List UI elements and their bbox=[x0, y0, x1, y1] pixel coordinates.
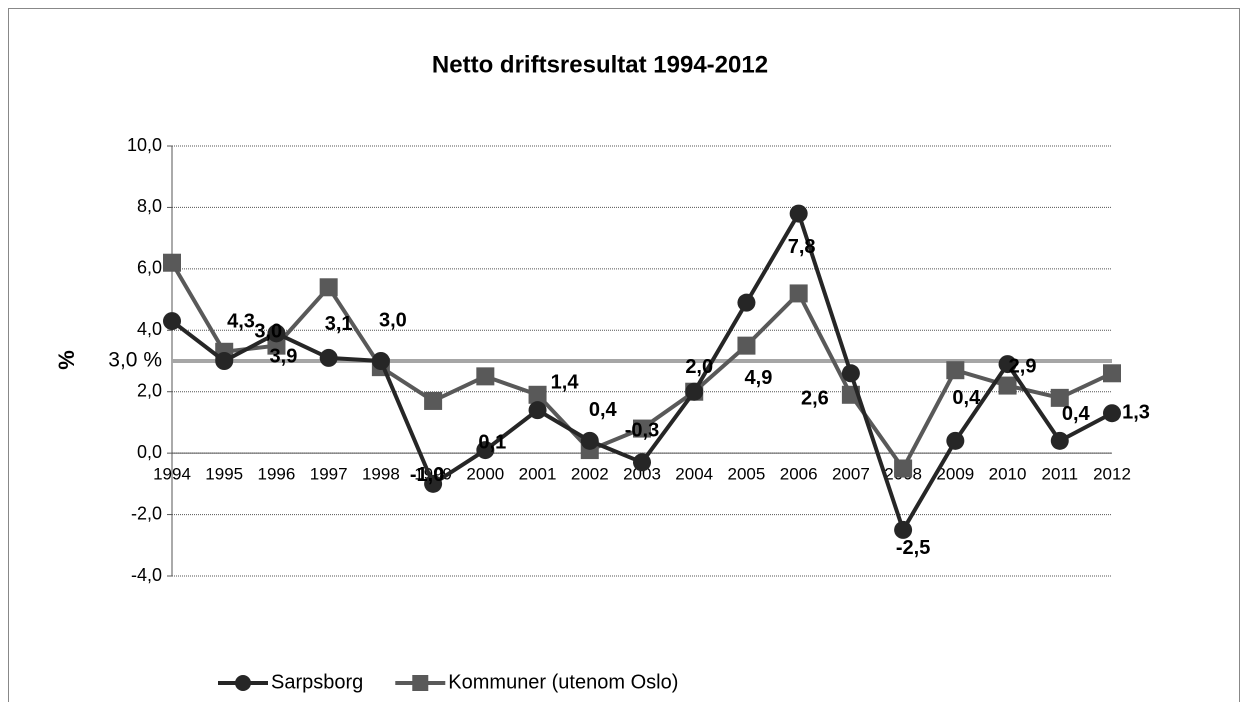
data-point bbox=[789, 204, 808, 223]
data-label: 0,4 bbox=[1062, 403, 1091, 425]
data-label: 3,9 bbox=[270, 346, 298, 368]
data-label: 4,3 bbox=[227, 310, 255, 332]
data-point bbox=[894, 520, 913, 539]
x-tick-label: 1996 bbox=[258, 465, 296, 484]
data-point bbox=[1103, 364, 1121, 383]
data-label: -2,5 bbox=[896, 537, 930, 559]
x-tick-label: 2006 bbox=[780, 465, 818, 484]
x-tick-label: 1994 bbox=[153, 465, 191, 484]
data-label: 3,0 bbox=[379, 309, 407, 331]
reference-label: 3,0 % bbox=[108, 349, 162, 372]
data-point bbox=[319, 348, 338, 367]
x-tick-label: 2011 bbox=[1041, 465, 1078, 484]
y-tick-label: -2,0 bbox=[131, 503, 162, 523]
data-point bbox=[789, 284, 808, 303]
data-point bbox=[1050, 388, 1069, 407]
data-point bbox=[1103, 404, 1121, 423]
data-label: 1,4 bbox=[551, 371, 580, 393]
x-tick-label: 2005 bbox=[728, 465, 766, 484]
y-tick-label: 0,0 bbox=[137, 442, 162, 462]
x-tick-label: 1995 bbox=[205, 465, 243, 484]
data-point bbox=[528, 385, 547, 404]
data-point bbox=[998, 376, 1017, 395]
data-label: 2,0 bbox=[685, 356, 713, 378]
data-point bbox=[737, 293, 756, 312]
data-label: 0,1 bbox=[478, 431, 506, 453]
chart-title: Netto driftsresultat 1994-2012 bbox=[432, 51, 768, 78]
legend-marker bbox=[412, 675, 429, 691]
legend-label: Kommuner (utenom Oslo) bbox=[448, 671, 678, 693]
data-point bbox=[528, 401, 547, 420]
data-point bbox=[371, 352, 390, 370]
data-label: -0,3 bbox=[625, 420, 659, 442]
y-tick-label: -4,0 bbox=[131, 565, 162, 585]
data-point bbox=[476, 441, 495, 460]
x-tick-label: 2000 bbox=[466, 465, 504, 484]
data-label: 2,9 bbox=[1009, 355, 1037, 377]
data-label: 3,0 bbox=[254, 320, 282, 342]
x-tick-label: 1998 bbox=[362, 465, 400, 484]
data-label: 0,4 bbox=[952, 387, 981, 409]
data-point bbox=[685, 382, 704, 401]
x-tick-label: 2012 bbox=[1093, 465, 1131, 484]
chart-frame bbox=[8, 8, 1240, 702]
x-tick-label: 2009 bbox=[936, 465, 974, 484]
y-tick-label: 4,0 bbox=[137, 319, 162, 339]
data-label: 4,9 bbox=[745, 367, 773, 389]
y-tick-label: 6,0 bbox=[137, 258, 162, 278]
data-point bbox=[424, 391, 443, 410]
data-point bbox=[580, 431, 599, 450]
x-tick-label: 2004 bbox=[675, 465, 713, 484]
data-point bbox=[163, 253, 181, 272]
x-tick-label: 2010 bbox=[989, 465, 1027, 484]
x-tick-label: 2001 bbox=[519, 465, 557, 484]
data-label: -1,0 bbox=[410, 464, 444, 486]
data-point bbox=[163, 312, 181, 331]
y-axis-label: % bbox=[54, 350, 79, 370]
data-point bbox=[894, 459, 913, 478]
data-point bbox=[998, 355, 1017, 374]
data-point bbox=[476, 367, 495, 386]
data-label: 3,1 bbox=[325, 313, 353, 335]
y-tick-label: 2,0 bbox=[137, 380, 162, 400]
legend-label: Sarpsborg bbox=[271, 671, 363, 693]
data-label: 2,6 bbox=[801, 388, 829, 410]
data-point bbox=[737, 336, 756, 355]
x-tick-label: 2007 bbox=[832, 465, 870, 484]
data-point bbox=[633, 453, 651, 472]
x-tick-label: 1997 bbox=[310, 465, 348, 484]
y-tick-label: 8,0 bbox=[137, 196, 162, 216]
data-point bbox=[946, 361, 965, 380]
data-label: 0,4 bbox=[589, 399, 618, 421]
data-label: 7,8 bbox=[788, 236, 816, 258]
data-point bbox=[319, 278, 338, 297]
data-label: 1,3 bbox=[1122, 401, 1150, 423]
y-tick-label: 10,0 bbox=[127, 135, 162, 155]
data-point bbox=[424, 474, 443, 493]
legend-marker bbox=[235, 675, 251, 691]
data-point bbox=[633, 419, 651, 438]
data-point bbox=[946, 431, 965, 450]
x-tick-label: 2002 bbox=[571, 465, 609, 484]
data-point bbox=[1050, 431, 1069, 450]
x-tick-label: 2003 bbox=[623, 465, 661, 484]
data-point bbox=[267, 324, 286, 343]
data-point bbox=[841, 364, 860, 383]
data-point bbox=[215, 352, 234, 370]
